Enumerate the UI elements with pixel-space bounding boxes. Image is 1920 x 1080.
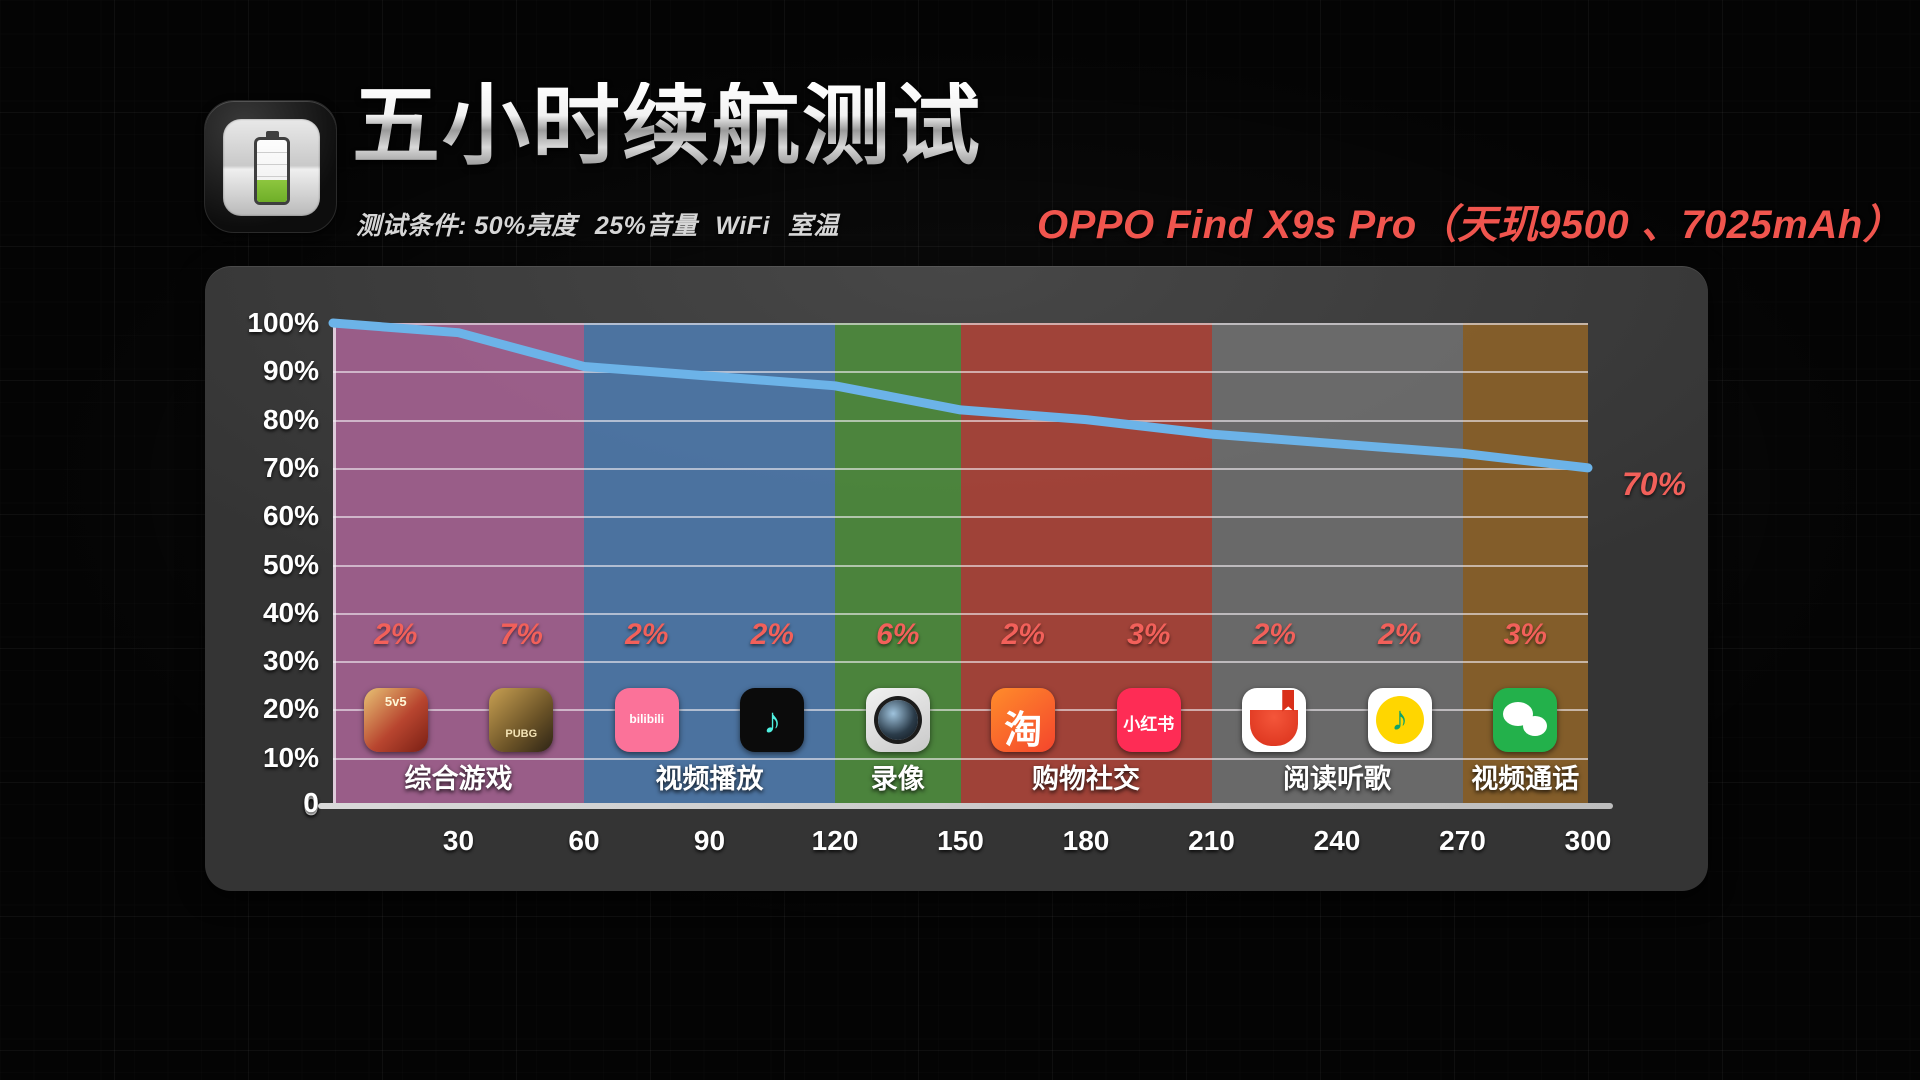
peacekeeper-elite-icon[interactable]: PUBG [489, 687, 554, 752]
drop-label: 7% [499, 617, 543, 651]
x-axis-tick-label: 0 [303, 787, 319, 818]
drop-label: 2% [1252, 617, 1296, 651]
end-value-label: 70% [1622, 466, 1687, 502]
x-axis-tick-label: 30 [442, 825, 475, 856]
drop-label: 2% [374, 617, 418, 651]
test-condition-2: WiFi [715, 212, 770, 240]
device-title: OPPO Find X9s Pro（天玑9500 、7025mAh） [1037, 203, 1904, 247]
bookmark-shape [1282, 689, 1295, 712]
segment-label-4: 阅读听歌 [1283, 763, 1391, 794]
battery-fill [257, 180, 287, 202]
battery-icon-plate [223, 119, 320, 216]
x-axis-tick-label: 180 [1062, 825, 1110, 856]
gridline [333, 612, 1588, 615]
douyin-icon-glyph: ♪ [763, 699, 782, 741]
test-condition-1: 25%音量 [594, 212, 698, 240]
gridline [333, 516, 1588, 519]
battery-cap [266, 131, 279, 138]
header: 五小时续航测试 测试条件: 50%亮度 25%音量 WiFi 室温 OPPO Find… [0, 0, 1920, 250]
y-axis: 0 10% 20% 30% 40% 50% 60% 70% 80% 90% 100% [205, 300, 333, 821]
x-axis-tick-label: 150 [937, 825, 984, 856]
battery-line-chart [328, 318, 1593, 473]
peacekeeper-elite-icon-glyph: PUBG [505, 727, 538, 740]
x-axis-tick-label: 120 [811, 825, 859, 856]
x-axis: 0 30 60 90 120 150 180 210 240 270 300 [205, 787, 1708, 875]
drop-label: 3% [1127, 617, 1171, 651]
y-axis-tick-label: 60% [262, 500, 319, 532]
y-axis-tick-label: 50% [262, 548, 319, 580]
fanqie-novel-icon[interactable] [1242, 687, 1307, 752]
xiaohongshu-icon[interactable]: 小红书 [1116, 687, 1181, 752]
drop-label: 2% [625, 617, 669, 651]
y-axis-tick-label: 80% [262, 403, 319, 435]
drop-label: 3% [1503, 617, 1547, 651]
drop-label: 2% [1378, 617, 1422, 651]
gridline [333, 757, 1588, 760]
battery-icon [204, 100, 337, 233]
axis-baseline [318, 803, 1613, 809]
y-axis-tick-label: 40% [262, 596, 319, 628]
test-conditions: 测试条件: 50%亮度 25%音量 WiFi 室温 [356, 206, 857, 242]
music-circle [1375, 695, 1424, 744]
y-axis-tick-label: 100% [247, 307, 319, 338]
plot-area: 2% 7% 5v5 PUBG 综合游戏 2% 2% bilibili ♪ 视频播放 6% 录像 2% 3%… [328, 318, 1593, 806]
x-axis-tick-label: 270 [1439, 825, 1486, 856]
segment-label-0: 综合游戏 [404, 763, 513, 794]
segment-label-1: 视频播放 [655, 763, 764, 794]
douyin-icon[interactable]: ♪ [740, 687, 805, 752]
segment-label-2: 录像 [870, 763, 925, 794]
page-title: 五小时续航测试 [352, 76, 983, 175]
bilibili-icon[interactable]: bilibili [614, 687, 679, 752]
y-axis-tick-label: 0 [303, 790, 319, 821]
segment-label-3: 购物社交 [1032, 763, 1140, 794]
chat-bubble-small [1523, 715, 1548, 736]
y-axis-line [333, 323, 336, 806]
drop-label: 2% [750, 617, 794, 651]
tomato-shape [1250, 709, 1299, 746]
gridline [333, 419, 1588, 422]
x-axis-tick-label: 90 [693, 825, 726, 856]
segment-label-5: 视频通话 [1471, 763, 1580, 794]
y-axis-tick-label: 90% [262, 355, 319, 387]
bilibili-icon-glyph: bilibili [629, 711, 665, 726]
drop-label: 2% [1001, 617, 1045, 651]
gridline [333, 709, 1588, 712]
x-axis-tick-label: 240 [1313, 825, 1361, 856]
test-condition-0: 测试条件: 50%亮度 [356, 212, 577, 240]
qq-music-icon[interactable]: ♪ [1367, 687, 1432, 752]
honor-of-kings-icon-glyph: 5v5 [384, 693, 407, 709]
honor-of-kings-icon[interactable]: 5v5 [363, 687, 428, 752]
x-axis-tick-label: 210 [1188, 825, 1235, 856]
y-axis-tick-label: 20% [262, 693, 319, 725]
wechat-icon[interactable] [1493, 687, 1558, 752]
gridline [333, 564, 1588, 567]
test-condition-3: 室温 [787, 212, 839, 240]
y-axis-tick-label: 70% [262, 451, 319, 483]
xiaohongshu-icon-glyph: 小红书 [1123, 714, 1175, 734]
battery-body [254, 137, 290, 205]
taobao-icon[interactable]: 淘 [991, 687, 1056, 752]
music-note-glyph: ♪ [1391, 700, 1409, 739]
taobao-icon-glyph: 淘 [1004, 709, 1043, 752]
camera-icon[interactable] [865, 687, 930, 752]
x-axis-tick-label: 300 [1564, 825, 1612, 856]
gridline [333, 467, 1588, 470]
gridline [333, 661, 1588, 664]
drop-label: 6% [876, 617, 920, 651]
y-axis-tick-label: 10% [262, 741, 319, 773]
gridline [333, 323, 1588, 325]
y-axis-tick-label: 30% [262, 645, 319, 677]
x-axis-tick-label: 60 [568, 825, 600, 856]
gridline [333, 371, 1588, 374]
camera-lens [877, 699, 918, 740]
